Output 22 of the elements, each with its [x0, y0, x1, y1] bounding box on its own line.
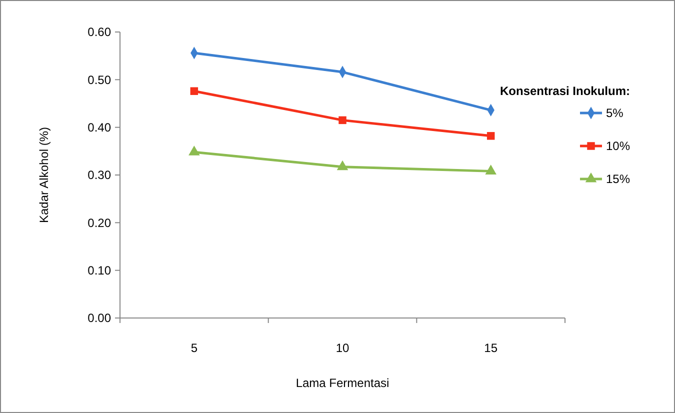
legend-label: 15% [606, 172, 630, 186]
point [336, 160, 348, 170]
point [190, 87, 198, 95]
point [486, 132, 495, 140]
x-axis-title: Lama Fermentasi [296, 376, 390, 390]
y-tick-label: 0.50 [88, 72, 112, 87]
x-tick-label: 15 [484, 341, 498, 355]
point [485, 164, 496, 174]
y-tick-label: 0.20 [88, 216, 112, 230]
point [338, 116, 346, 124]
y-tick-label: 0.30 [88, 168, 112, 182]
point [188, 146, 200, 156]
x-tick-label: 10 [336, 341, 350, 355]
y-axis-title: Kadar Alkohol (%) [37, 126, 51, 224]
y-tick-label: 0.00 [88, 311, 112, 326]
legend-label: 5% [606, 106, 624, 120]
y-tick-label: 0.60 [88, 25, 112, 40]
y-tick-label: 0.40 [88, 120, 112, 135]
y-tick-label: 0.10 [88, 264, 112, 278]
legend-label: 10% [606, 139, 630, 154]
x-tick-label: 5 [190, 341, 198, 355]
legend-title: Konsentrasi Inokulum: [500, 84, 630, 98]
